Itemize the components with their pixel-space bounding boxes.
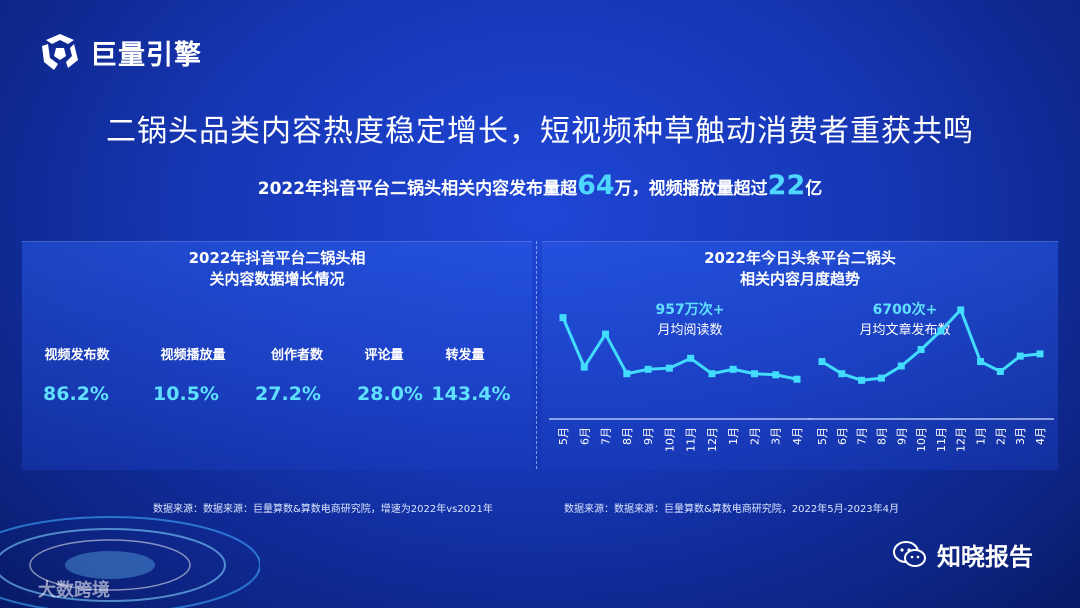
metric-label: 创作者数: [270, 348, 323, 363]
metric-label: 评论量: [364, 348, 404, 363]
chart-2-point: [838, 370, 846, 378]
metric-value: 10.5%: [153, 383, 219, 405]
chart-2-point: [957, 306, 965, 314]
wechat-account-name: 知晓报告: [937, 543, 1033, 571]
chart-1-point: [559, 314, 567, 322]
chart-2-point: [996, 368, 1004, 375]
right-panel-title: 2022年今日头条平台二锅头 相关内容月度趋势: [542, 248, 1058, 290]
metric-label: 视频发布数: [44, 348, 110, 363]
chart-1-x-tick-label: 6月: [578, 427, 591, 445]
chart-2-point: [977, 358, 985, 366]
chart-1-callout-value: 957万次+: [655, 302, 725, 318]
chart-2-callout-label: 月均文章发布数: [859, 323, 951, 338]
chart-1-point: [729, 365, 737, 373]
chart-1-x-tick-label: 10月: [663, 427, 676, 452]
page-subtitle: 2022年抖音平台二锅头相关内容发布量超64万，视频播放量超过22亿: [0, 170, 1080, 201]
chart-2-x-tick-label: 9月: [895, 427, 908, 445]
chart-2-point: [897, 362, 905, 370]
chart-1-point: [623, 370, 631, 378]
chart-1-point: [708, 370, 716, 378]
chart-2-x-tick-label: 3月: [1014, 427, 1027, 445]
chart-2-x-tick-label: 5月: [816, 427, 829, 445]
chart-2-x-tick-label: 11月: [935, 427, 948, 452]
wechat-icon: [893, 540, 926, 567]
right-panel-title-line2: 相关内容月度趋势: [739, 270, 860, 288]
chart-1-point: [772, 371, 780, 379]
chart-1-x-tick-label: 11月: [685, 427, 698, 452]
chart-1-x-tick-label: 9月: [642, 427, 655, 445]
chart-2-x-tick-label: 1月: [975, 427, 988, 445]
left-source-note: 数据来源：数据来源：巨量算数&算数电商研究院，增速为2022年vs2021年: [153, 504, 493, 515]
chart-2-callout: 6700次+ 月均文章发布数: [845, 299, 965, 338]
chart-2-x-tick-label: 6月: [836, 427, 849, 445]
chart-1-point: [580, 363, 588, 371]
wechat-account: 知晓报告: [893, 537, 1033, 572]
metric-label: 视频播放量: [160, 348, 226, 363]
chart-2-point: [818, 358, 826, 366]
subtitle-number-1: 64: [577, 170, 615, 201]
left-panel: [22, 241, 532, 470]
brand-name: 巨量引擎: [90, 39, 202, 71]
subtitle-number-2: 22: [767, 170, 806, 201]
chart-1-point: [687, 354, 695, 362]
chart-2-point: [877, 374, 885, 382]
subtitle-prefix: 2022年抖音平台二锅头相关内容发布量超: [257, 179, 578, 199]
chart-2-series-line: [821, 307, 1041, 382]
chart-2-x-tick-label: 10月: [915, 427, 928, 452]
chart-1-point: [602, 330, 610, 338]
metric-value: 143.4%: [431, 383, 511, 405]
chart-1-point: [644, 365, 652, 373]
right-panel-title-line1: 2022年今日头条平台二锅头: [704, 249, 896, 267]
chart-1-x-tick-label: 2月: [748, 427, 761, 445]
chart-2-point: [1036, 350, 1044, 358]
left-panel-title-line1: 2022年抖音平台二锅头相: [188, 249, 366, 267]
chart-1-x-tick-label: 12月: [706, 427, 719, 452]
chart-2-x-tick-label: 2月: [994, 427, 1007, 445]
brand-mark-icon: [42, 34, 78, 70]
chart-1-point: [750, 370, 758, 378]
chart-1-point: [793, 375, 801, 383]
left-panel-title: 2022年抖音平台二锅头相 关内容数据增长情况: [22, 248, 532, 290]
subtitle-middle: 万，视频播放量超过: [614, 179, 768, 199]
chart-2-point: [917, 346, 925, 353]
metric-value: 86.2%: [43, 383, 109, 405]
chart-2-point: [937, 327, 945, 335]
metric-label: 转发量: [445, 348, 485, 363]
chart-1-x-tick-label: 3月: [770, 427, 783, 445]
page-title: 二锅头品类内容热度稳定增长，短视频种草触动消费者重获共鸣: [106, 114, 974, 149]
chart-2-x-tick-label: 12月: [955, 427, 968, 452]
chart-1-x-tick-label: 5月: [557, 427, 570, 445]
metric-value: 27.2%: [255, 383, 321, 405]
chart-1-x-tick-label: 1月: [727, 427, 740, 445]
panel-divider: [536, 241, 537, 469]
chart-1-series-line: [561, 317, 798, 381]
chart-1-callout: 957万次+ 月均阅读数: [630, 299, 750, 338]
chart-2-x-tick-label: 4月: [1034, 427, 1047, 445]
chart-2-point: [1016, 352, 1024, 360]
chart-2-x-tick-label: 7月: [856, 427, 869, 445]
chart-1-point: [665, 364, 673, 372]
chart-1-x-tick-label: 4月: [791, 427, 804, 445]
chart-1-x-tick-label: 8月: [621, 427, 634, 445]
brand-logo: 巨量引擎: [38, 30, 202, 74]
chart-2-point: [858, 376, 866, 384]
decorative-swirl: [0, 516, 260, 608]
chart-1-x-tick-label: 7月: [600, 427, 613, 445]
left-panel-title-line2: 关内容数据增长情况: [209, 270, 345, 288]
watermark: 大数跨境: [38, 580, 110, 601]
right-panel: [542, 241, 1058, 470]
right-source-note: 数据来源：数据来源：巨量算数&算数电商研究院，2022年5月-2023年4月: [564, 504, 900, 515]
chart-1-callout-label: 月均阅读数: [657, 323, 723, 338]
metric-value: 28.0%: [357, 383, 423, 405]
chart-2-x-tick-label: 8月: [875, 427, 888, 445]
subtitle-suffix: 亿: [805, 179, 823, 199]
chart-2-callout-value: 6700次+: [872, 302, 938, 318]
